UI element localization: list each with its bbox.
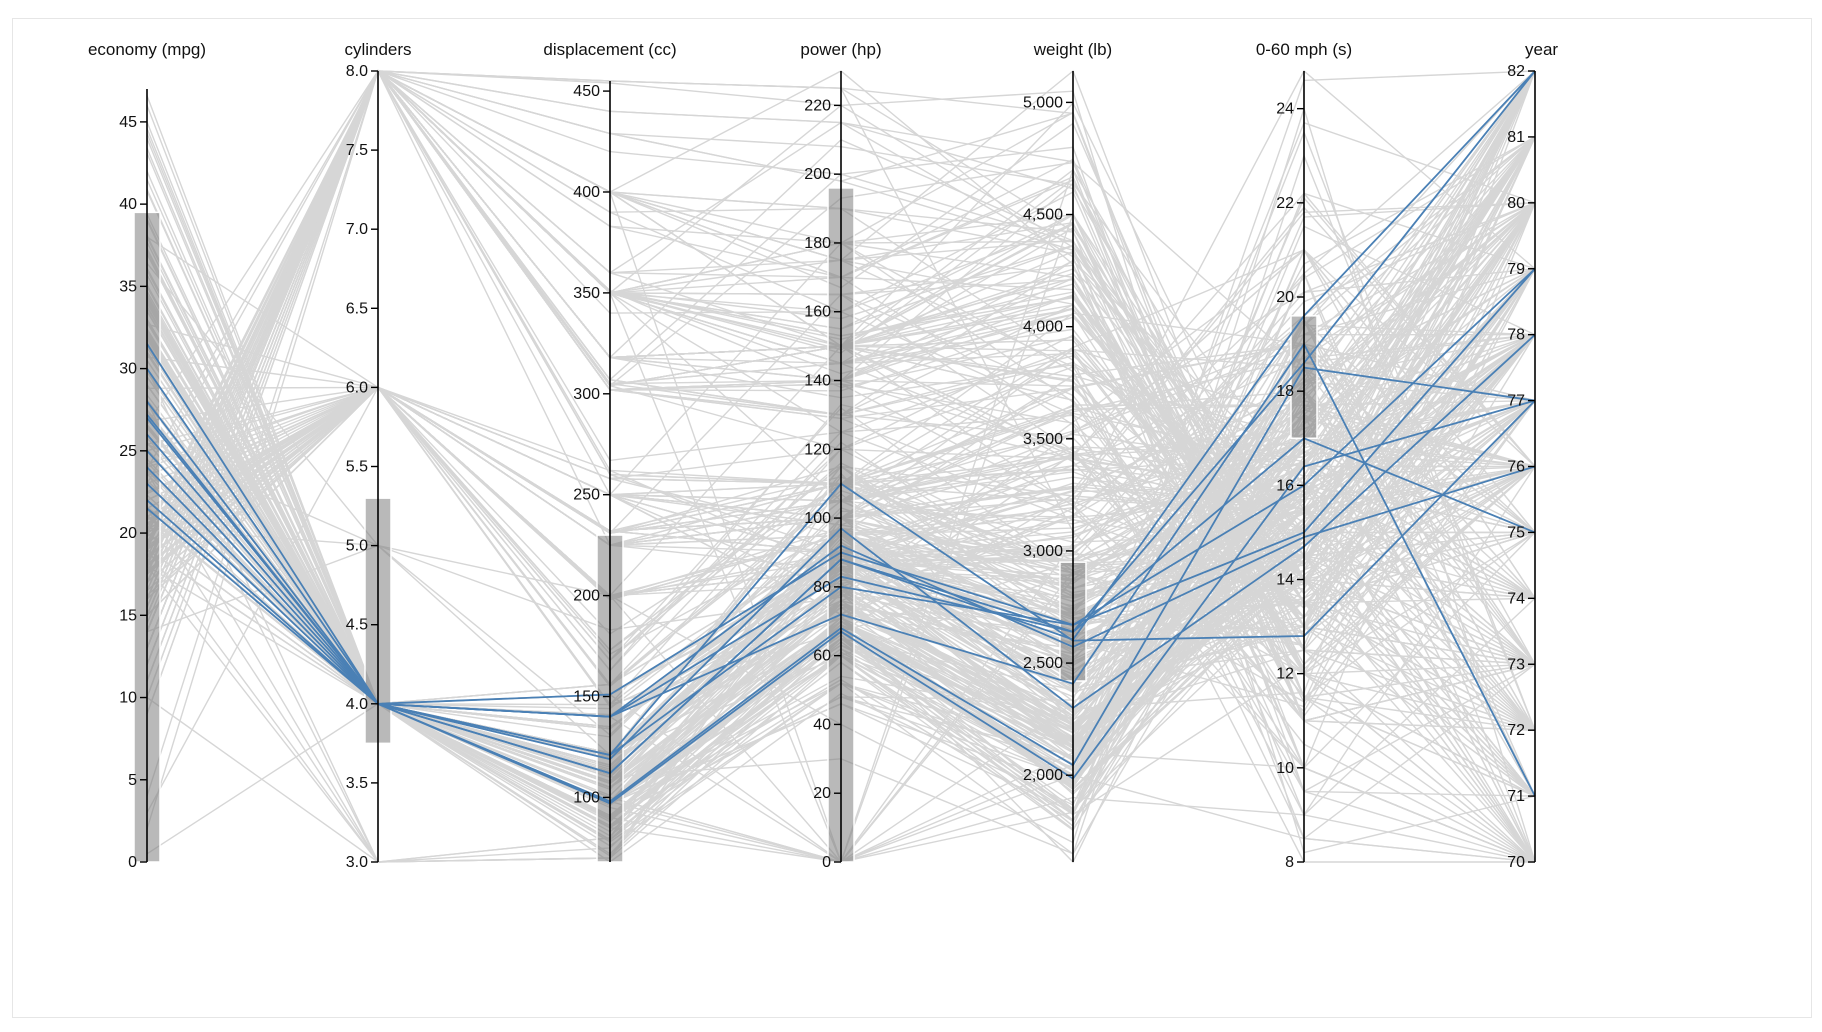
tick-label: 5.0 [346, 538, 368, 555]
tick-label: 7.0 [346, 221, 368, 238]
tick-label: 82 [1507, 63, 1525, 80]
tick-label: 24 [1276, 101, 1294, 118]
axis-title: economy (mpg) [88, 40, 206, 59]
axis-title: cylinders [344, 40, 411, 59]
tick-label: 78 [1507, 327, 1525, 344]
tick-label: 5,000 [1023, 94, 1063, 111]
tick-label: 35 [119, 278, 137, 295]
axis-title: 0-60 mph (s) [1256, 40, 1352, 59]
axis-displacement: displacement (cc) 100 150 200 250 300 350 400 45… [543, 40, 677, 862]
tick-label: 4,000 [1023, 319, 1063, 336]
axis-title: displacement (cc) [543, 40, 676, 59]
tick-label: 2,000 [1023, 767, 1063, 784]
tick-label: 220 [804, 97, 831, 114]
tick-label: 71 [1507, 788, 1525, 805]
tick-label: 79 [1507, 261, 1525, 278]
tick-label: 180 [804, 235, 831, 252]
tick-label: 74 [1507, 590, 1525, 607]
tick-label: 3,000 [1023, 543, 1063, 560]
tick-label: 120 [804, 441, 831, 458]
tick-label: 30 [119, 361, 137, 378]
tick-label: 8.0 [346, 63, 368, 80]
tick-label: 8 [1285, 854, 1294, 871]
tick-label: 350 [573, 285, 600, 302]
tick-label: 5.5 [346, 459, 368, 476]
axis-power: power (hp) 0 20 40 60 80 100 120 140 160 180 200 220 [800, 40, 881, 871]
tick-label: 4,500 [1023, 207, 1063, 224]
tick-label: 250 [573, 487, 600, 504]
tick-label: 200 [573, 588, 600, 605]
tick-label: 4.0 [346, 696, 368, 713]
tick-label: 20 [813, 785, 831, 802]
tick-label: 70 [1507, 854, 1525, 871]
tick-label: 4.5 [346, 617, 368, 634]
tick-label: 10 [1276, 760, 1294, 777]
tick-label: 300 [573, 386, 600, 403]
tick-label: 18 [1276, 383, 1294, 400]
tick-label: 25 [119, 443, 137, 460]
axis-cylinders: cylinders 3.0 3.5 4.0 4.5 5.0 5.5 6.0 6.5 7.0 7.5 8… [344, 40, 411, 871]
tick-label: 14 [1276, 572, 1294, 589]
tick-label: 3.0 [346, 854, 368, 871]
tick-label: 0 [128, 854, 137, 871]
tick-label: 6.5 [346, 300, 368, 317]
tick-label: 20 [1276, 289, 1294, 306]
tick-label: 60 [813, 648, 831, 665]
tick-label: 0 [822, 854, 831, 871]
axis-acceleration: 0-60 mph (s) 8 10 12 14 16 18 20 22 24 [1256, 40, 1352, 871]
tick-label: 80 [813, 579, 831, 596]
tick-label: 100 [804, 510, 831, 527]
chart-frame: economy (mpg) 0 5 10 15 20 25 30 35 40 45 cylinders… [12, 18, 1812, 1018]
tick-label: 140 [804, 373, 831, 390]
tick-label: 7.5 [346, 142, 368, 159]
tick-label: 150 [573, 689, 600, 706]
tick-label: 5 [128, 772, 137, 789]
tick-label: 73 [1507, 656, 1525, 673]
tick-label: 200 [804, 166, 831, 183]
tick-label: 450 [573, 83, 600, 100]
axis-weight: weight (lb) 2,000 2,500 3,000 3,500 4,000 4,50… [1023, 40, 1112, 862]
tick-label: 20 [119, 525, 137, 542]
tick-label: 12 [1276, 666, 1294, 683]
tick-label: 10 [119, 690, 137, 707]
tick-label: 400 [573, 184, 600, 201]
tick-label: 3.5 [346, 775, 368, 792]
tick-label: 72 [1507, 722, 1525, 739]
tick-label: 15 [119, 607, 137, 624]
tick-label: 76 [1507, 459, 1525, 476]
tick-label: 2,500 [1023, 655, 1063, 672]
tick-label: 80 [1507, 195, 1525, 212]
tick-label: 40 [119, 196, 137, 213]
tick-label: 77 [1507, 393, 1525, 410]
axis-title: year [1525, 40, 1558, 59]
tick-label: 81 [1507, 129, 1525, 146]
axis-year: year 70 71 72 73 74 75 76 77 78 79 80 81 82 [1507, 40, 1558, 871]
tick-label: 40 [813, 716, 831, 733]
tick-label: 45 [119, 114, 137, 131]
tick-label: 16 [1276, 477, 1294, 494]
tick-label: 75 [1507, 524, 1525, 541]
tick-label: 100 [573, 789, 600, 806]
tick-label: 160 [804, 304, 831, 321]
axes: economy (mpg) 0 5 10 15 20 25 30 35 40 45 cylinders… [88, 40, 1558, 871]
tick-label: 22 [1276, 195, 1294, 212]
tick-label: 3,500 [1023, 431, 1063, 448]
axis-title: weight (lb) [1033, 40, 1112, 59]
tick-label: 6.0 [346, 379, 368, 396]
axis-title: power (hp) [800, 40, 881, 59]
parallel-coordinates-chart: economy (mpg) 0 5 10 15 20 25 30 35 40 45 cylinders… [88, 40, 1558, 871]
axis-economy: economy (mpg) 0 5 10 15 20 25 30 35 40 45 [88, 40, 206, 871]
